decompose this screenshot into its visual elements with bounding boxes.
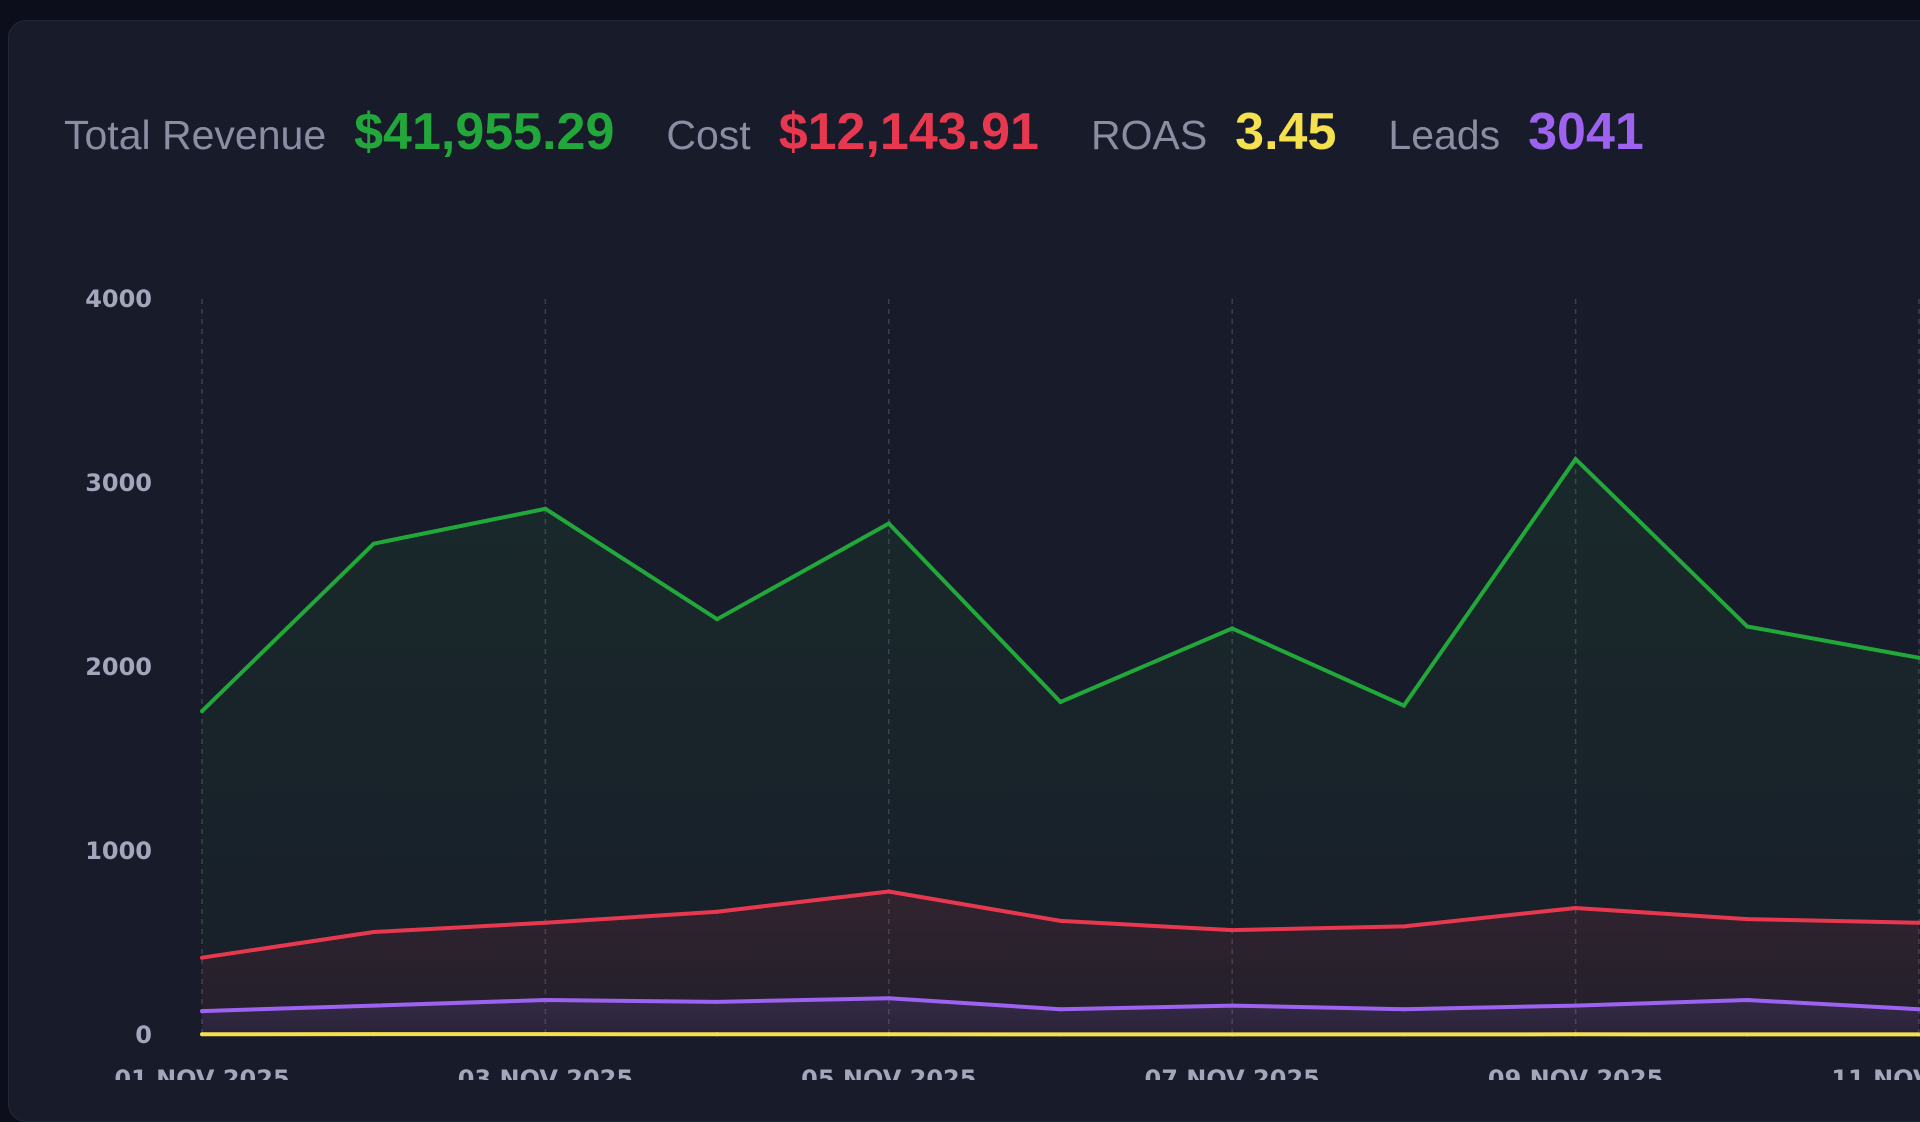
data-point-yellow [715,1032,719,1036]
data-point-red [1402,924,1406,928]
data-point-red [715,910,719,914]
data-point-green [372,542,376,546]
data-point-purple [543,998,547,1002]
data-point-yellow [1402,1032,1406,1036]
data-point-yellow [1745,1032,1749,1036]
data-point-green [887,521,891,525]
y-tick-label: 1000 [85,837,152,865]
x-tick-label: 03 NOV 2025 [458,1065,633,1080]
data-point-purple [1574,1004,1578,1008]
data-point-red [1059,919,1063,923]
y-tick-label: 0 [135,1021,152,1049]
x-tick-label: 07 NOV 2025 [1145,1065,1320,1080]
data-point-purple [1745,998,1749,1002]
x-tick-label: 11 NOV 2025 [1831,1065,1920,1080]
data-point-green [1745,625,1749,629]
data-point-yellow [1059,1032,1063,1036]
data-point-yellow [1230,1032,1234,1036]
data-point-yellow [372,1032,376,1036]
data-point-red [543,921,547,925]
data-point-purple [200,1009,204,1013]
data-point-green [543,507,547,511]
x-tick-label: 05 NOV 2025 [801,1065,976,1080]
data-point-yellow [200,1032,204,1036]
y-tick-label: 2000 [85,653,152,681]
data-point-purple [372,1004,376,1008]
data-point-red [1230,928,1234,932]
data-point-purple [1059,1007,1063,1011]
data-point-green [200,709,204,713]
data-point-green [715,617,719,621]
x-tick-label: 01 NOV 2025 [114,1065,289,1080]
data-point-purple [1230,1004,1234,1008]
data-point-red [887,889,891,893]
data-point-red [1574,906,1578,910]
revenue-chart: 0 1000 2000 3000 4000 01 NOV 2025 03 NOV 2025 0… [0,0,1920,1080]
data-point-red [200,956,204,960]
data-point-green [1402,704,1406,708]
data-point-purple [1402,1007,1406,1011]
data-point-green [1574,457,1578,461]
y-tick-label: 4000 [85,285,152,313]
data-point-green [1059,700,1063,704]
data-point-green [1230,626,1234,630]
data-point-purple [715,1000,719,1004]
y-tick-label: 3000 [85,469,152,497]
data-point-yellow [1574,1032,1578,1036]
data-point-yellow [887,1032,891,1036]
data-point-red [372,930,376,934]
data-point-yellow [543,1032,547,1036]
x-tick-label: 09 NOV 2025 [1488,1065,1663,1080]
data-point-red [1745,917,1749,921]
data-point-purple [887,996,891,1000]
